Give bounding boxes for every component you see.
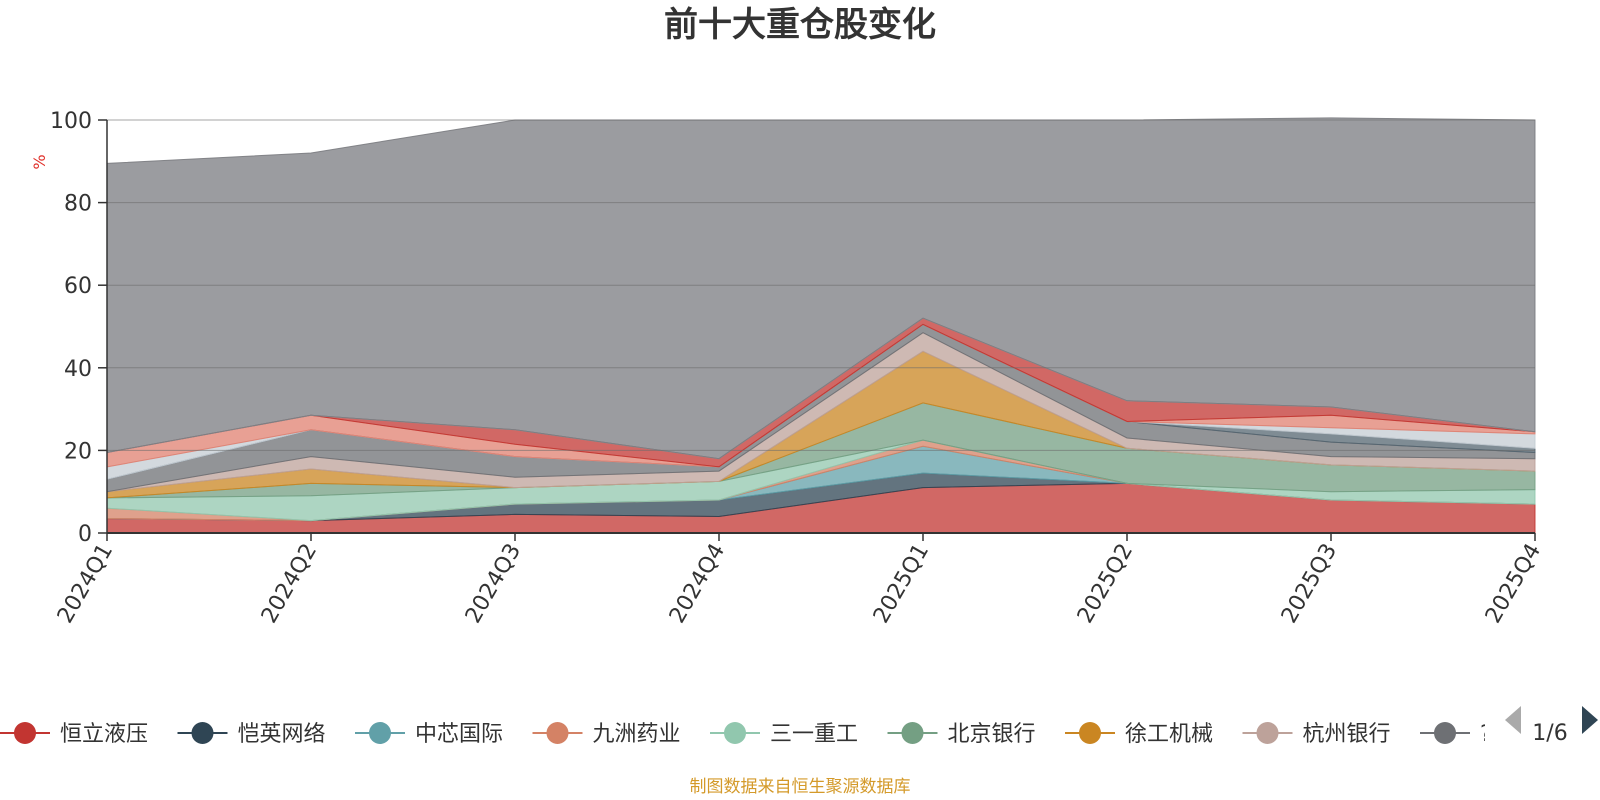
legend-label: 九洲药业 xyxy=(593,722,681,747)
x-tick-label: 2024Q1 xyxy=(53,540,118,628)
legend-item[interactable]: ? xyxy=(1420,722,1492,747)
x-tick-label: 2024Q3 xyxy=(461,540,526,628)
x-tick-label: 2024Q4 xyxy=(665,540,730,628)
legend-label: 三一重工 xyxy=(770,722,858,747)
legend-pager: 1/6 xyxy=(1505,706,1598,746)
legend-label: 恺英网络 xyxy=(238,722,326,747)
legend-item[interactable]: 恒立液压 xyxy=(0,722,148,747)
legend-circle-marker xyxy=(724,722,746,744)
legend-next-arrow-icon[interactable] xyxy=(1582,706,1598,734)
legend-item[interactable]: 杭州银行 xyxy=(1242,722,1391,747)
legend-circle-marker xyxy=(369,722,391,744)
y-tick-label: 60 xyxy=(64,274,92,299)
legend-circle-marker xyxy=(191,722,214,744)
x-tick-label: 2024Q2 xyxy=(257,540,322,628)
legend-circle-marker xyxy=(546,722,569,744)
x-tick-label: 2025Q4 xyxy=(1481,540,1546,628)
x-tick-label: 2025Q2 xyxy=(1073,540,1138,628)
legend-item[interactable]: 恺英网络 xyxy=(177,722,326,747)
legend-label: 杭州银行 xyxy=(1303,722,1391,747)
legend-circle-marker xyxy=(1079,722,1101,744)
y-tick-label: 20 xyxy=(64,439,92,464)
y-tick-label: 40 xyxy=(64,357,92,382)
legend-item[interactable]: 中芯国际 xyxy=(355,722,503,747)
legend-label: 徐工机械 xyxy=(1125,722,1213,747)
legend-label: 恒立液压 xyxy=(60,722,148,747)
x-tick-label: 2025Q3 xyxy=(1277,540,1342,628)
y-axis-unit: % xyxy=(30,154,49,169)
x-tick-label: 2025Q1 xyxy=(869,540,934,628)
legend-label: 中芯国际 xyxy=(415,722,503,747)
grid-lines xyxy=(107,119,1535,451)
series-areas xyxy=(106,117,1536,534)
y-tick-label: 100 xyxy=(50,109,92,134)
legend-item[interactable]: 九洲药业 xyxy=(532,722,681,747)
legend-circle-marker xyxy=(901,722,924,744)
legend: 恒立液压 恺英网络 中芯国际 九洲药业 三一重工 北京银行 徐工机械 杭州银行? xyxy=(0,722,1492,747)
legend-item[interactable]: 北京银行 xyxy=(887,722,1036,747)
legend-circle-marker xyxy=(1434,722,1456,744)
legend-circle-marker xyxy=(14,722,36,744)
chart-title: 前十大重仓股变化 xyxy=(664,5,936,45)
legend-item[interactable]: 徐工机械 xyxy=(1065,722,1213,747)
legend-circle-marker xyxy=(1256,722,1279,744)
legend-label: ? xyxy=(1480,722,1492,747)
y-tick-label: 0 xyxy=(78,522,92,547)
y-tick-label: 80 xyxy=(64,192,92,217)
legend-label: 北京银行 xyxy=(948,722,1036,747)
legend-items: 恒立液压 恺英网络 中芯国际 九洲药业 三一重工 北京银行 徐工机械 杭州银行? xyxy=(0,722,1492,747)
source-note: 制图数据来自恒生聚源数据库 xyxy=(690,777,911,797)
legend-item[interactable]: 三一重工 xyxy=(710,722,858,747)
legend-page-indicator: 1/6 xyxy=(1532,721,1567,746)
legend-prev-arrow-icon[interactable] xyxy=(1505,706,1521,734)
